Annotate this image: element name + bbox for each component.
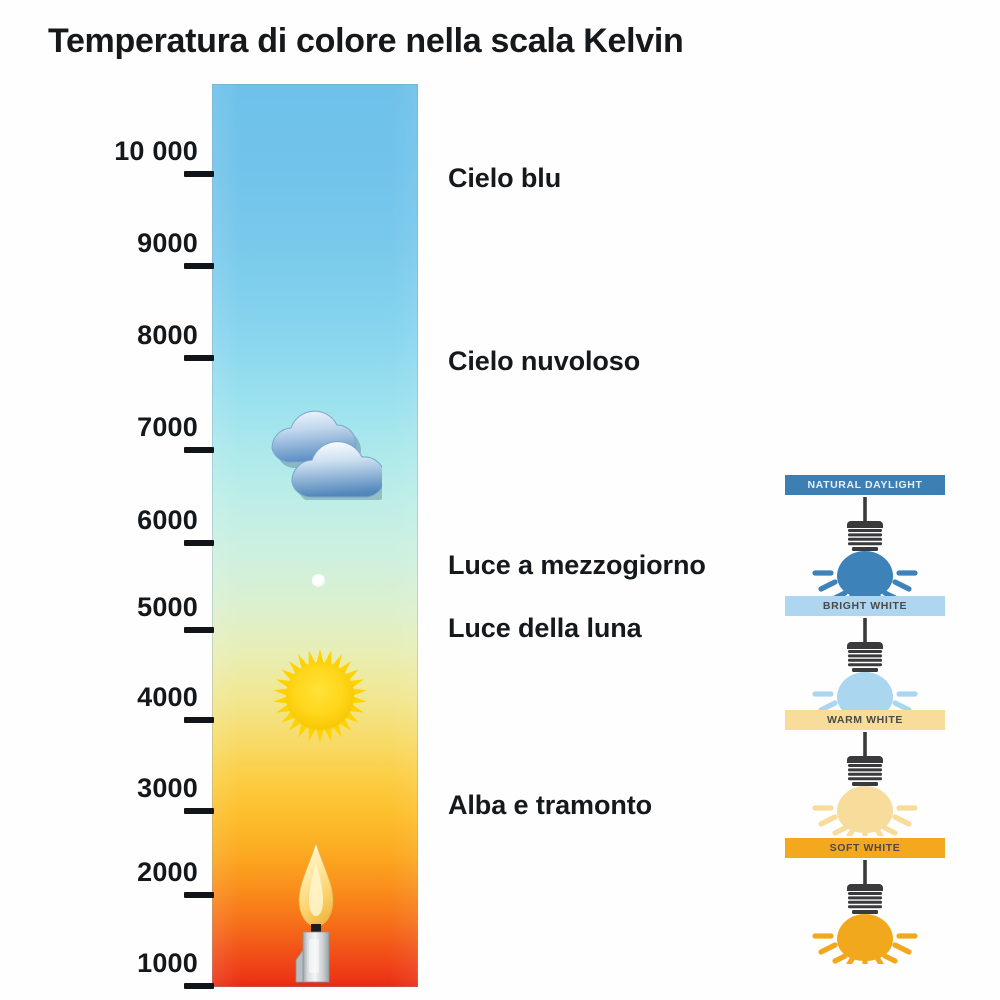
axis-tick-label: 9000 [137, 228, 198, 258]
axis-tick-label: 1000 [137, 948, 198, 978]
axis-tick-label: 8000 [137, 320, 198, 350]
axis-tick [184, 983, 214, 989]
light-bulb-icon [812, 618, 918, 722]
bulb-legend-card[interactable]: BRIGHT WHITE [785, 596, 945, 722]
light-source-caption: Luce a mezzogiorno [448, 550, 706, 580]
bulb-artwork [785, 618, 945, 722]
axis-tick-label: 2000 [137, 857, 198, 887]
axis-tick-label: 6000 [137, 505, 198, 535]
axis-tick-label: 4000 [137, 682, 198, 712]
axis-tick [184, 355, 214, 361]
bulb-legend-label-bar: BRIGHT WHITE [785, 596, 945, 616]
axis-tick [184, 263, 214, 269]
light-bulb-icon [812, 497, 918, 601]
axis-tick [184, 447, 214, 453]
light-source-caption: Alba e tramonto [448, 790, 653, 820]
page-title: Temperatura di colore nella scala Kelvin [48, 22, 684, 60]
bulb-legend-card[interactable]: SOFT WHITE [785, 838, 945, 964]
axis-tick-label: 3000 [137, 773, 198, 803]
light-source-caption: Cielo nuvoloso [448, 346, 641, 376]
axis-tick [184, 171, 214, 177]
candle-icon [290, 840, 342, 990]
bulb-legend-card[interactable]: NATURAL DAYLIGHT [785, 475, 945, 601]
axis-tick [184, 892, 214, 898]
kelvin-gradient-fill [212, 84, 418, 987]
cloud-icon [250, 404, 390, 505]
light-bulb-icon [812, 860, 918, 964]
axis-tick-label: 5000 [137, 592, 198, 622]
bulb-legend-label-bar: SOFT WHITE [785, 838, 945, 858]
light-source-caption: Cielo blu [448, 163, 562, 193]
kelvin-gradient-bar [212, 84, 418, 987]
light-source-caption: Luce della luna [448, 613, 642, 643]
bulb-legend-label-bar: NATURAL DAYLIGHT [785, 475, 945, 495]
axis-tick [184, 717, 214, 723]
bulb-legend-label-bar: WARM WHITE [785, 710, 945, 730]
bulb-artwork [785, 732, 945, 836]
axis-tick [184, 627, 214, 633]
bulb-artwork [785, 860, 945, 964]
light-bulb-icon [812, 732, 918, 836]
axis-tick [184, 808, 214, 814]
axis-tick-label: 7000 [137, 412, 198, 442]
moon-dot-icon [312, 574, 325, 587]
axis-tick-label: 10 000 [114, 136, 198, 166]
bulb-artwork [785, 497, 945, 601]
sun-icon [270, 646, 370, 751]
axis-tick [184, 540, 214, 546]
bulb-legend-card[interactable]: WARM WHITE [785, 710, 945, 836]
